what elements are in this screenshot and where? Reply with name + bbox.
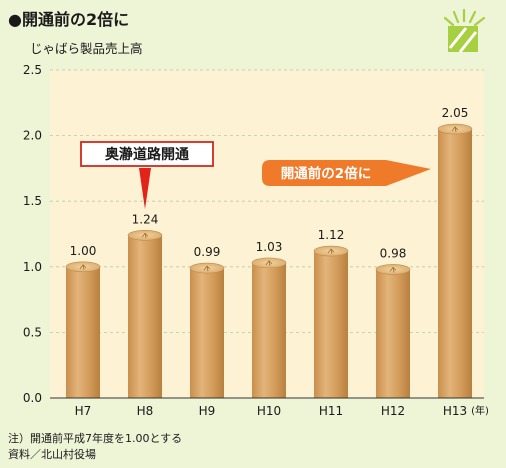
callout-bubble (262, 160, 431, 186)
bar (375, 264, 411, 398)
y-tick-label: 0.0 (23, 391, 42, 405)
data-label: 0.99 (194, 245, 221, 259)
y-tick-label: 2.5 (23, 63, 42, 77)
bar (127, 230, 163, 398)
bar (313, 245, 349, 398)
y-tick-label: 1.0 (23, 260, 42, 274)
data-label: 1.00 (70, 244, 97, 258)
x-tick-label: H8 (137, 404, 154, 418)
data-label: 2.05 (442, 106, 469, 120)
x-tick-label: H13 (443, 404, 467, 418)
y-tick-label: 0.5 (23, 325, 42, 339)
chart-subtitle: じゃばら製品売上高 (30, 41, 143, 56)
data-label: 0.98 (380, 246, 407, 260)
callout-arrow (139, 168, 151, 210)
y-axis-ticks: 0.0 0.5 1.0 1.5 2.0 2.5 (23, 63, 42, 405)
callout-text: 開通前の2倍に (281, 165, 371, 182)
source-note: 資料／北山村役場 (8, 448, 96, 461)
data-label: 1.12 (318, 228, 345, 242)
bar (251, 257, 287, 398)
x-tick-label: H9 (199, 404, 216, 418)
x-tick-label: H12 (381, 404, 405, 418)
x-axis-unit: (年) (471, 404, 489, 417)
footnote: 注）開通前平成7年度を1.00とする (8, 432, 183, 445)
y-tick-label: 2.0 (23, 129, 42, 143)
callout-text: 奥瀞道路開通 (105, 146, 189, 163)
chart-title: ●開通前の2倍に (8, 10, 130, 29)
sprout-icon (443, 8, 486, 53)
bar (189, 262, 225, 398)
bar (65, 261, 101, 398)
callout-box (80, 141, 214, 167)
data-label: 1.24 (132, 212, 159, 226)
x-tick-label: H10 (257, 404, 281, 418)
data-label: 1.03 (256, 240, 283, 254)
bars: 1.00 1.24 0.99 1.03 1.12 0.98 2.05 (65, 106, 473, 399)
x-tick-label: H11 (319, 404, 343, 418)
x-tick-label: H7 (75, 404, 92, 418)
x-axis-ticks: H7 H8 H9 H10 H11 H12 H13 (年) (75, 404, 489, 418)
bar (437, 123, 473, 399)
y-tick-label: 1.5 (23, 194, 42, 208)
